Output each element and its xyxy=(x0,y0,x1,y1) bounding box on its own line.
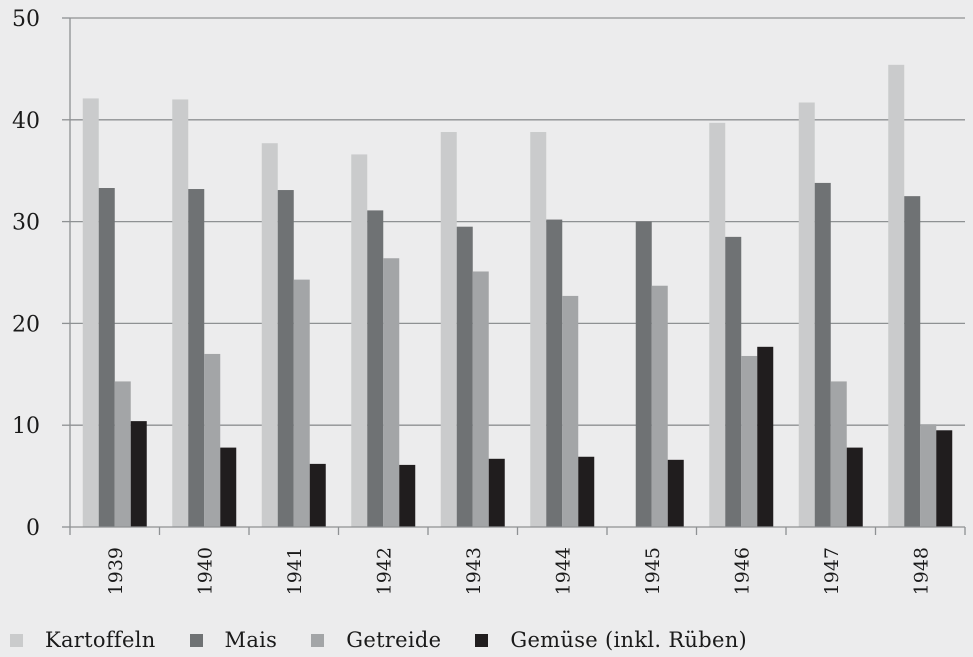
legend-swatch-kartoffeln xyxy=(10,633,23,647)
bar xyxy=(261,143,278,528)
x-tick-label: 1944 xyxy=(552,547,574,595)
y-tick-label: 40 xyxy=(12,109,40,134)
bar xyxy=(367,210,384,528)
y-tick-label: 50 xyxy=(12,7,40,32)
bar xyxy=(98,188,115,528)
bar xyxy=(846,447,863,527)
legend-swatch-mais xyxy=(189,633,203,647)
x-tick-label: 1942 xyxy=(373,547,395,595)
legend-swatch-getreide xyxy=(311,633,325,647)
x-tick-label: 1943 xyxy=(463,547,485,595)
bar xyxy=(578,456,595,527)
bar xyxy=(488,458,505,527)
legend-item-kartoffeln: Kartoffeln xyxy=(10,628,156,652)
bar xyxy=(188,189,205,528)
bar xyxy=(456,226,473,527)
y-tick-label: 0 xyxy=(26,516,40,541)
x-tick-label: 1947 xyxy=(821,547,843,595)
legend-item-getreide: Getreide xyxy=(311,628,441,652)
bar xyxy=(635,221,652,527)
bar xyxy=(936,430,953,527)
x-tick-label: 1939 xyxy=(105,547,127,595)
bar xyxy=(530,132,547,528)
y-tick-label: 10 xyxy=(12,414,40,439)
bar xyxy=(904,196,921,527)
x-tick-label: 1940 xyxy=(194,547,216,595)
bar xyxy=(440,132,457,528)
bar xyxy=(830,381,847,527)
x-tick-label: 1945 xyxy=(642,547,664,595)
bar xyxy=(667,459,684,527)
bar xyxy=(82,98,99,527)
y-tick-label: 20 xyxy=(12,312,40,337)
legend-item-mais: Mais xyxy=(189,628,278,652)
x-tick-label: 1948 xyxy=(910,547,932,595)
x-tick-label: 1941 xyxy=(284,547,306,595)
legend-label-kartoffeln: Kartoffeln xyxy=(45,628,156,652)
bar xyxy=(546,219,563,527)
bar xyxy=(798,102,815,527)
bar xyxy=(725,236,742,527)
bar xyxy=(709,122,726,527)
x-tick-label: 1946 xyxy=(731,547,753,595)
bar xyxy=(757,346,774,527)
bar xyxy=(293,279,310,527)
bar xyxy=(920,424,937,527)
bar xyxy=(351,154,368,528)
bar xyxy=(130,421,147,527)
y-tick-label: 30 xyxy=(12,211,40,236)
bar xyxy=(220,447,237,527)
legend-label-mais: Mais xyxy=(224,628,278,652)
bar xyxy=(114,381,131,527)
bar xyxy=(741,355,758,527)
bar xyxy=(562,295,579,527)
bar xyxy=(172,99,189,527)
bar xyxy=(472,271,489,527)
bar xyxy=(399,464,416,527)
legend-item-gemuese: Gemüse (inkl. Rüben) xyxy=(475,628,747,652)
legend-label-getreide: Getreide xyxy=(346,628,442,652)
bar xyxy=(888,64,905,527)
legend-swatch-gemuese xyxy=(475,633,489,647)
bar xyxy=(383,258,400,527)
bar xyxy=(651,285,668,527)
chart-legend: Kartoffeln Mais Getreide Gemüse (inkl. R… xyxy=(10,628,781,652)
bar xyxy=(814,182,831,527)
bar xyxy=(277,190,294,528)
bar xyxy=(309,463,326,527)
legend-label-gemuese: Gemüse (inkl. Rüben) xyxy=(510,628,748,652)
bar xyxy=(204,353,221,527)
